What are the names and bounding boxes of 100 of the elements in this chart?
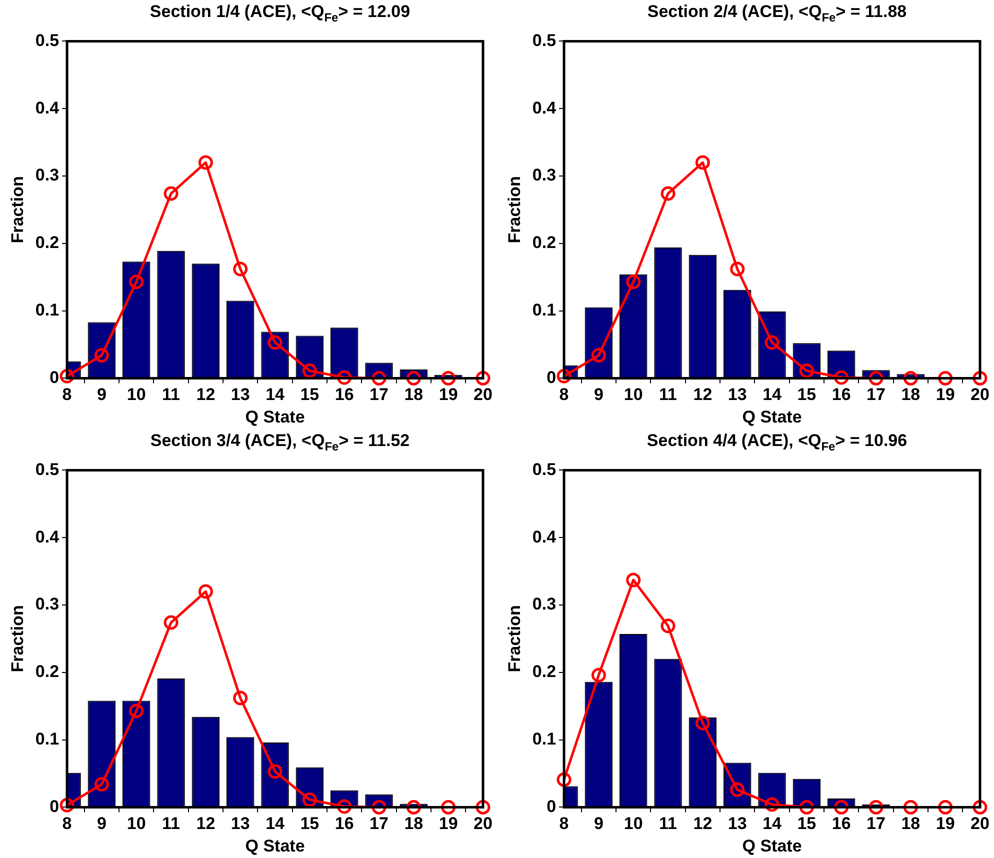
x-tick-label: 13	[230, 385, 250, 404]
point	[972, 800, 988, 814]
x-tick-label: 12	[693, 385, 712, 404]
x-tick-label: 18	[404, 814, 424, 834]
x-tick-label: 13	[230, 814, 250, 834]
point	[60, 368, 74, 384]
point	[60, 798, 74, 812]
point	[903, 800, 918, 814]
point	[660, 186, 676, 201]
point	[556, 772, 572, 787]
x-axis-title: Q State	[245, 836, 305, 856]
point	[799, 364, 814, 378]
x-tick-label: 10	[126, 814, 146, 834]
x-tick-label: 10	[624, 814, 643, 834]
point	[441, 800, 456, 814]
point	[626, 572, 641, 588]
chart-title: Section 3/4 (ACE), <Q$_{Fe}$> = 11.52	[149, 431, 411, 454]
point	[730, 262, 745, 276]
x-tick-label: 10	[126, 385, 146, 404]
x-tick-label: 14	[266, 814, 286, 834]
x-tick-label: 9	[96, 385, 106, 404]
x-tick-label: 16	[832, 385, 851, 404]
y-tick-label: 0.2	[532, 662, 556, 682]
point	[476, 370, 490, 386]
point	[868, 800, 884, 814]
x-tick-label: 16	[334, 385, 354, 404]
point	[337, 370, 352, 385]
point	[626, 274, 641, 290]
y-tick-label: 0.2	[532, 233, 556, 252]
x-tick-label: 17	[370, 385, 388, 404]
x-tick-label: 20	[970, 814, 990, 834]
x-tick-label: 17	[370, 814, 388, 834]
y-tick-label: 0.1	[532, 729, 556, 748]
x-tick-label: 12	[196, 814, 216, 834]
point	[198, 584, 213, 599]
point	[302, 792, 317, 808]
x-tick-label: 11	[659, 814, 678, 834]
point	[591, 348, 606, 363]
x-tick-label: 17	[866, 385, 886, 404]
x-tick-label: 16	[334, 814, 354, 834]
x-tick-label: 18	[901, 385, 920, 404]
x-tick-label: 10	[624, 385, 643, 404]
y-tick-label: 0.1	[532, 300, 556, 320]
y-tick-label: 0.5	[35, 460, 60, 479]
y-tick-label: 0.3	[532, 594, 556, 614]
y-tick-label: 0	[546, 796, 556, 816]
x-tick-label: 12	[693, 814, 712, 834]
point	[764, 797, 780, 812]
y-tick-label: 0.5	[532, 30, 556, 50]
chart-title: Section 4/4 (ACE), <Q$_{Fe}$> = 10.96	[646, 431, 908, 454]
x-tick-label: 14	[762, 385, 782, 404]
y-tick-label: 0.3	[532, 166, 556, 185]
point	[268, 764, 282, 779]
point	[764, 335, 780, 350]
x-tick-label: 14	[266, 385, 286, 404]
x-tick-label: 18	[404, 385, 424, 404]
x-tick-label: 13	[728, 814, 747, 834]
x-tick-label: 19	[438, 385, 458, 404]
x-tick-label: 13	[728, 385, 747, 404]
point	[129, 704, 144, 718]
point	[972, 370, 988, 386]
x-tick-label: 11	[659, 385, 678, 404]
point	[591, 668, 606, 682]
x-tick-label: 19	[438, 814, 458, 834]
point	[406, 800, 421, 814]
x-tick-label: 9	[96, 814, 106, 834]
point	[406, 370, 421, 386]
chart-title: Section 2/4 (ACE), <Q$_{Fe}$> = 11.88	[646, 2, 908, 24]
point	[372, 800, 386, 814]
point	[476, 800, 490, 814]
y-tick-label: 0.4	[532, 527, 557, 546]
x-tick-label: 19	[936, 814, 955, 834]
point	[302, 364, 317, 378]
y-tick-label: 0.1	[35, 729, 60, 748]
point	[695, 716, 710, 730]
x-axis-title: Q State	[742, 836, 802, 856]
point	[129, 274, 144, 290]
y-tick-label: 0	[546, 368, 556, 387]
x-tick-label: 8	[62, 385, 72, 404]
point	[695, 155, 710, 170]
y-tick-label: 0.1	[35, 300, 60, 320]
y-tick-label: 0.2	[35, 662, 60, 682]
x-tick-label: 20	[474, 385, 492, 404]
x-tick-label: 12	[196, 385, 216, 404]
x-tick-label: 20	[474, 814, 492, 834]
x-tick-label: 15	[300, 814, 320, 834]
point	[198, 155, 213, 170]
point	[164, 615, 178, 630]
x-tick-label: 8	[559, 385, 569, 404]
y-axis-title: Fraction	[8, 605, 27, 672]
point	[660, 618, 676, 634]
y-tick-label: 0.4	[35, 527, 60, 546]
point	[903, 370, 918, 386]
x-tick-label: 15	[797, 814, 816, 834]
x-tick-label: 11	[162, 385, 180, 404]
x-tick-label: 9	[594, 385, 604, 404]
point	[868, 370, 884, 386]
y-tick-label: 0.5	[35, 30, 60, 50]
point	[938, 800, 953, 814]
y-tick-label: 0.4	[35, 98, 60, 118]
